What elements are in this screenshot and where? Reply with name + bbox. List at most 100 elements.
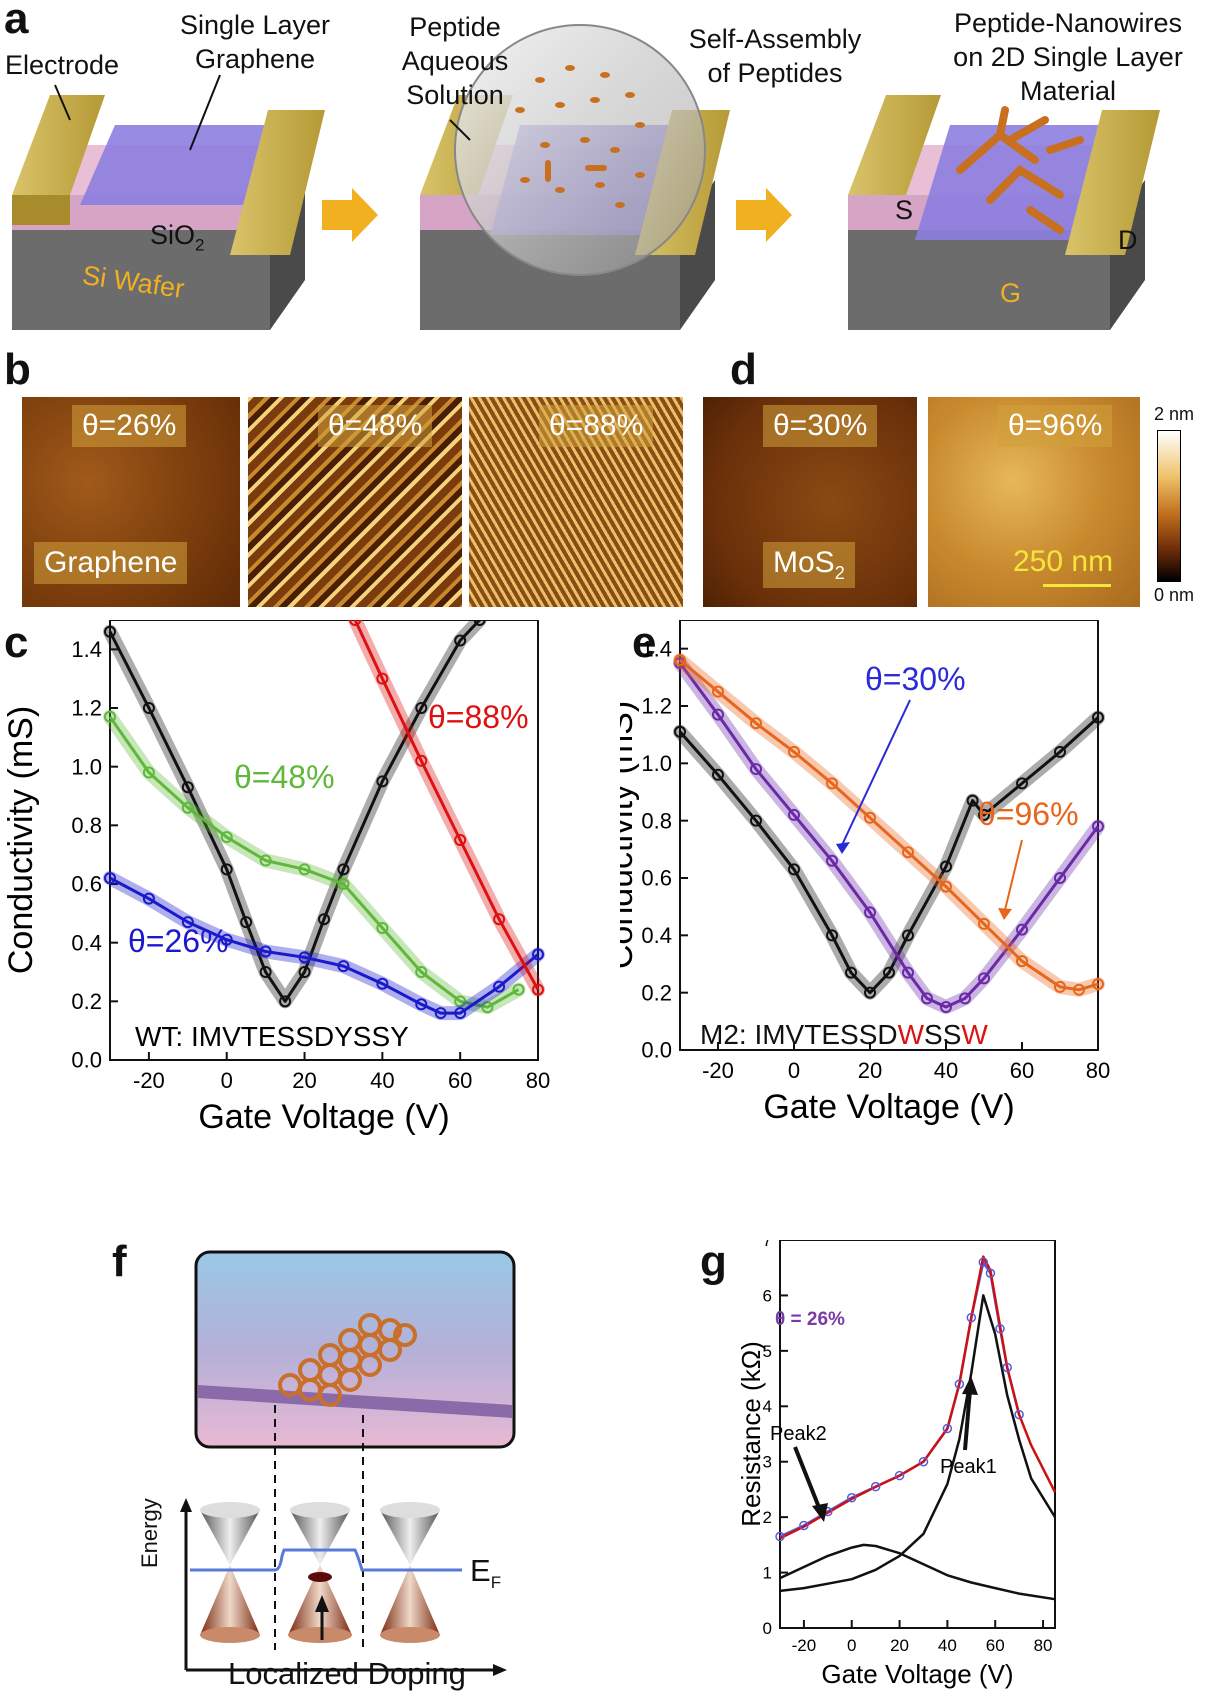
data-point bbox=[337, 878, 350, 890]
series-line-3 bbox=[353, 620, 540, 991]
data-point bbox=[104, 872, 116, 885]
peptide-nanowire-coil bbox=[278, 1313, 417, 1407]
data-point bbox=[918, 1456, 929, 1467]
afm-coverage-label: θ=30% bbox=[763, 405, 878, 447]
data-point bbox=[864, 906, 876, 919]
label-source: S bbox=[895, 195, 914, 225]
series-label: θ=88% bbox=[428, 699, 529, 735]
y-tick-label: 0.8 bbox=[641, 808, 672, 833]
data-point bbox=[966, 1312, 977, 1323]
afm-coverage-label: θ=96% bbox=[998, 405, 1113, 447]
scalebar-label: 250 nm bbox=[1013, 545, 1114, 578]
x-axis-label: Gate Voltage (V) bbox=[198, 1098, 449, 1136]
data-point bbox=[864, 986, 876, 999]
data-point bbox=[921, 992, 933, 1005]
chart-e-conductivity: -20 0 20 40 60 80 0.0 0.2 0.4 0.6 0.8 1.0 1.2 1.4 Gate… bbox=[620, 620, 1110, 1126]
data-point bbox=[454, 995, 467, 1008]
data-point bbox=[750, 814, 762, 827]
label-graphene-2: Graphene bbox=[194, 44, 316, 74]
y-axis-label: Resistance (kΩ) bbox=[736, 1341, 766, 1527]
panel-label-a: a bbox=[4, 0, 29, 43]
data-point bbox=[1054, 745, 1066, 758]
data-point bbox=[481, 1001, 494, 1014]
label-graphene-1: Single Layer bbox=[179, 10, 331, 40]
data-point bbox=[1002, 1362, 1012, 1373]
y-tick-label: 5 bbox=[763, 1342, 772, 1361]
panel-label-e: e bbox=[632, 618, 657, 667]
electrode-left bbox=[12, 95, 105, 195]
afm-image-graphene-48: θ=48% bbox=[248, 397, 462, 607]
data-point bbox=[259, 945, 272, 958]
label-gate: G bbox=[1000, 278, 1022, 308]
data-point bbox=[376, 922, 389, 934]
data-point bbox=[1016, 955, 1028, 968]
peak1-label: Peak1 bbox=[940, 1456, 997, 1478]
label-assembly-1: Self-Assembly bbox=[688, 24, 862, 54]
x-tick-label: 0 bbox=[788, 1058, 800, 1083]
data-point bbox=[995, 1323, 1005, 1334]
arrow-head bbox=[962, 1376, 978, 1395]
peak2-arrow bbox=[793, 1446, 822, 1511]
data-point bbox=[674, 654, 686, 667]
x-axis-label: Gate Voltage (V) bbox=[763, 1088, 1014, 1126]
electrode-right bbox=[230, 110, 325, 255]
data-point bbox=[279, 995, 292, 1008]
data-point bbox=[750, 763, 762, 776]
y-axis-label: Conductivity (mS) bbox=[2, 706, 40, 974]
y-tick-label: 1.0 bbox=[71, 754, 102, 779]
data-point bbox=[712, 768, 724, 781]
data-point bbox=[978, 972, 990, 985]
data-point bbox=[788, 745, 800, 758]
data-point bbox=[415, 702, 428, 714]
data-point bbox=[1054, 980, 1066, 993]
scalebar bbox=[1043, 584, 1111, 587]
chart-g-resistance: -20 0 20 40 60 80 0 1 2 3 4 5 6 7 Gate Voltage (V) Resi… bbox=[736, 1240, 1057, 1689]
data-point bbox=[750, 717, 762, 730]
data-point bbox=[1016, 777, 1028, 790]
data-point bbox=[104, 625, 116, 638]
panel-f-band-diagram bbox=[180, 1250, 516, 1676]
sequence-part: M2: IMVTESSD bbox=[700, 1019, 898, 1050]
afm-image-graphene-26: θ=26% Graphene bbox=[22, 397, 240, 607]
data-point bbox=[712, 708, 724, 721]
data-point bbox=[883, 966, 895, 979]
x-tick-label: 0 bbox=[847, 1636, 856, 1655]
arrow-head bbox=[836, 842, 850, 854]
colorbar-max: 2 nm bbox=[1154, 404, 1195, 424]
data-point bbox=[870, 1481, 881, 1492]
data-point bbox=[864, 811, 876, 824]
y-tick-label: 1 bbox=[763, 1564, 772, 1583]
arrow-theta30 bbox=[841, 699, 911, 846]
data-point bbox=[454, 634, 467, 647]
data-point bbox=[415, 754, 428, 767]
data-point bbox=[674, 725, 686, 738]
data-point bbox=[454, 834, 467, 846]
y-tick-label: 3 bbox=[763, 1453, 772, 1472]
plot-frame bbox=[109, 620, 539, 1061]
y-tick-label: 1.4 bbox=[71, 637, 102, 662]
plot-frame bbox=[679, 620, 1099, 1051]
series-line-1 bbox=[678, 662, 1100, 1009]
data-point bbox=[220, 831, 233, 844]
data-point bbox=[954, 1379, 965, 1389]
data-point bbox=[845, 966, 857, 979]
solution-dome bbox=[454, 24, 706, 276]
series-line-2 bbox=[679, 658, 1099, 992]
data-point bbox=[259, 854, 272, 867]
series-label: θ=26% bbox=[128, 923, 229, 959]
data-point bbox=[532, 948, 544, 961]
afm-coverage-label: θ=48% bbox=[318, 405, 433, 447]
data-point bbox=[181, 801, 194, 814]
y-tick-label: 0.4 bbox=[71, 930, 102, 955]
data-point bbox=[940, 880, 952, 893]
data-point bbox=[826, 854, 838, 867]
y-tick-label: 1.2 bbox=[641, 694, 672, 719]
x-tick-label: 40 bbox=[938, 1636, 957, 1655]
data-point bbox=[788, 863, 800, 876]
data-point bbox=[985, 1268, 996, 1279]
data-point bbox=[376, 775, 389, 788]
y-tick-label: 4 bbox=[763, 1397, 772, 1416]
series-line-2 bbox=[109, 876, 539, 1015]
label-nanowire-1: Peptide-Nanowires bbox=[953, 8, 1183, 38]
y-tick-label: 0.0 bbox=[71, 1048, 102, 1073]
